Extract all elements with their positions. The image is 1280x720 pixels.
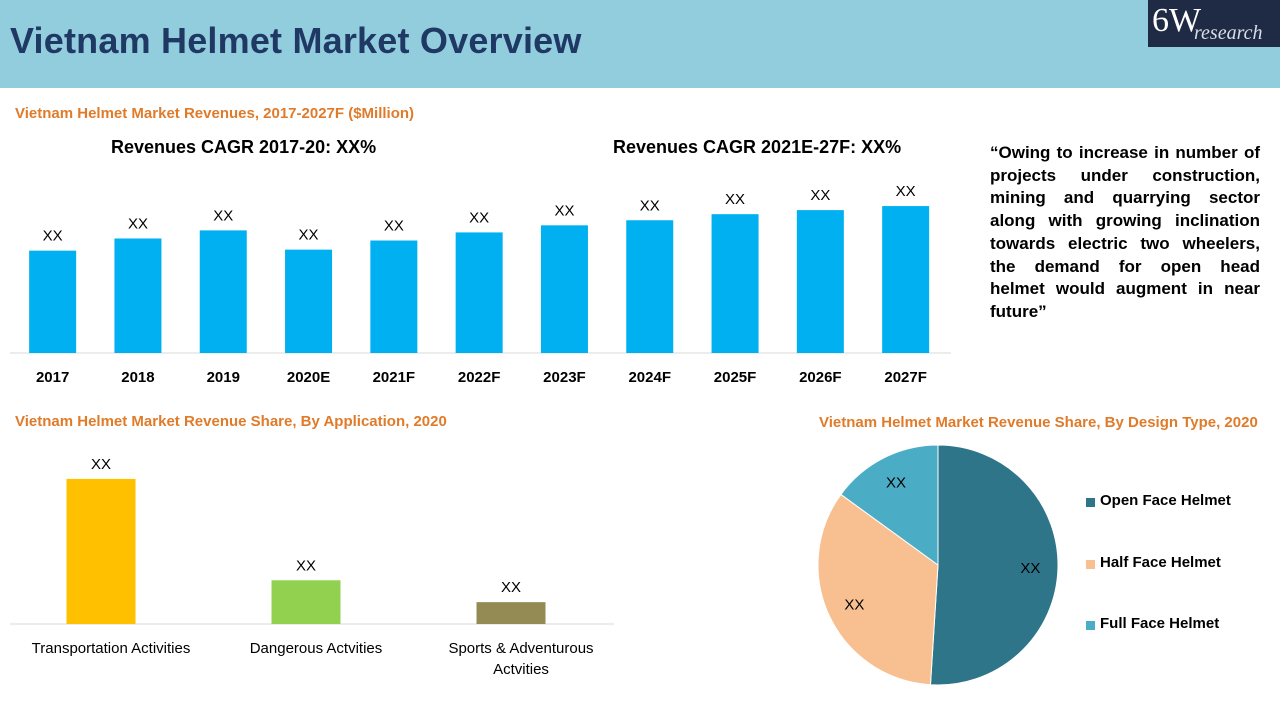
pie-slice-open-face-helmet <box>929 444 1059 686</box>
revenue-data-label: XX <box>299 227 319 244</box>
pie-slice-full-face-helmet <box>840 444 939 566</box>
logo-main-text: 6W <box>1152 2 1202 39</box>
legend-item-full-face-helmet: Full Face Helmet <box>1086 615 1231 677</box>
revenue-category-label: 2019 <box>207 369 240 386</box>
revenue-category-label: 2021F <box>373 369 416 386</box>
design-pie-legend: Open Face Helmet Half Face Helmet Full Fac… <box>1086 492 1231 677</box>
revenue-data-label: XX <box>896 183 916 200</box>
application-section-title: Vietnam Helmet Market Revenue Share, By … <box>15 413 447 430</box>
revenue-bar-2027F <box>882 206 930 353</box>
revenue-data-label: XX <box>725 191 745 208</box>
cagr-2017-20-label: Revenues CAGR 2017-20: XX% <box>111 137 377 157</box>
application-category-label: Sports & Adventurous <box>448 640 593 657</box>
revenue-category-label: 2018 <box>121 369 154 386</box>
revenue-bar-2021F <box>370 240 418 353</box>
pie-data-label: XX <box>886 475 906 492</box>
header-bar: Vietnam Helmet Market Overview 6W resear… <box>0 0 1280 88</box>
revenue-data-label: XX <box>43 228 63 245</box>
revenue-bar-2017 <box>29 250 77 353</box>
revenue-bar-2020E <box>285 249 333 353</box>
revenue-data-label: XX <box>640 197 660 214</box>
revenue-data-label: XX <box>128 215 148 232</box>
legend-swatch <box>1086 498 1095 507</box>
revenue-category-label: 2023F <box>543 369 586 386</box>
revenue-bar-2023F <box>540 225 588 353</box>
revenue-category-label: 2020E <box>287 369 330 386</box>
company-logo: 6W research <box>1148 0 1280 47</box>
application-category-label: Transportation Activities <box>32 640 191 657</box>
revenue-bar-2022F <box>455 232 503 353</box>
revenue-category-label: 2024F <box>628 369 671 386</box>
page-title: Vietnam Helmet Market Overview <box>10 20 582 61</box>
legend-label: Open Face Helmet <box>1100 492 1231 509</box>
logo-sub-text: research <box>1194 22 1263 44</box>
revenue-bar-2018 <box>114 238 162 353</box>
revenue-section-title: Vietnam Helmet Market Revenues, 2017-202… <box>15 105 415 122</box>
revenue-category-label: 2022F <box>458 369 501 386</box>
legend-swatch <box>1086 621 1095 630</box>
application-data-label: XX <box>296 557 316 574</box>
application-bar <box>271 580 341 624</box>
pie-slice-half-face-helmet <box>817 493 939 686</box>
legend-item-open-face-helmet: Open Face Helmet <box>1086 492 1231 554</box>
legend-swatch <box>1086 559 1095 569</box>
design-section-title: Vietnam Helmet Market Revenue Share, By … <box>819 414 1258 431</box>
revenue-data-label: XX <box>384 218 404 235</box>
revenue-bar-2019 <box>199 230 247 353</box>
application-data-label: XX <box>501 579 521 596</box>
revenue-category-label: 2026F <box>799 369 842 386</box>
application-category-label: Actvities <box>493 661 549 678</box>
revenue-data-label: XX <box>554 202 574 219</box>
revenue-category-label: 2025F <box>714 369 757 386</box>
legend-item-half-face-helmet: Half Face Helmet <box>1086 554 1231 616</box>
application-category-label: Dangerous Actvities <box>250 640 383 657</box>
application-bar <box>66 478 136 624</box>
legend-label: Half Face Helmet <box>1100 553 1221 571</box>
pie-data-label: XX <box>844 596 864 613</box>
revenue-data-label: XX <box>469 209 489 226</box>
legend-label: Full Face Helmet <box>1100 615 1220 632</box>
application-bar <box>476 602 546 624</box>
analyst-quote: “Owing to increase in number of projects… <box>990 143 1260 321</box>
revenue-data-label: XX <box>810 187 830 204</box>
revenue-category-label: 2027F <box>884 369 927 386</box>
revenue-category-label: 2017 <box>36 369 69 386</box>
revenue-data-label: XX <box>213 207 233 224</box>
pie-data-label: XX <box>1020 560 1040 577</box>
application-data-label: XX <box>91 456 111 473</box>
revenue-bar-2024F <box>626 220 674 353</box>
revenue-bar-2026F <box>796 210 844 353</box>
cagr-2021-27-label: Revenues CAGR 2021E-27F: XX% <box>613 137 902 157</box>
revenue-bar-2025F <box>711 214 759 353</box>
